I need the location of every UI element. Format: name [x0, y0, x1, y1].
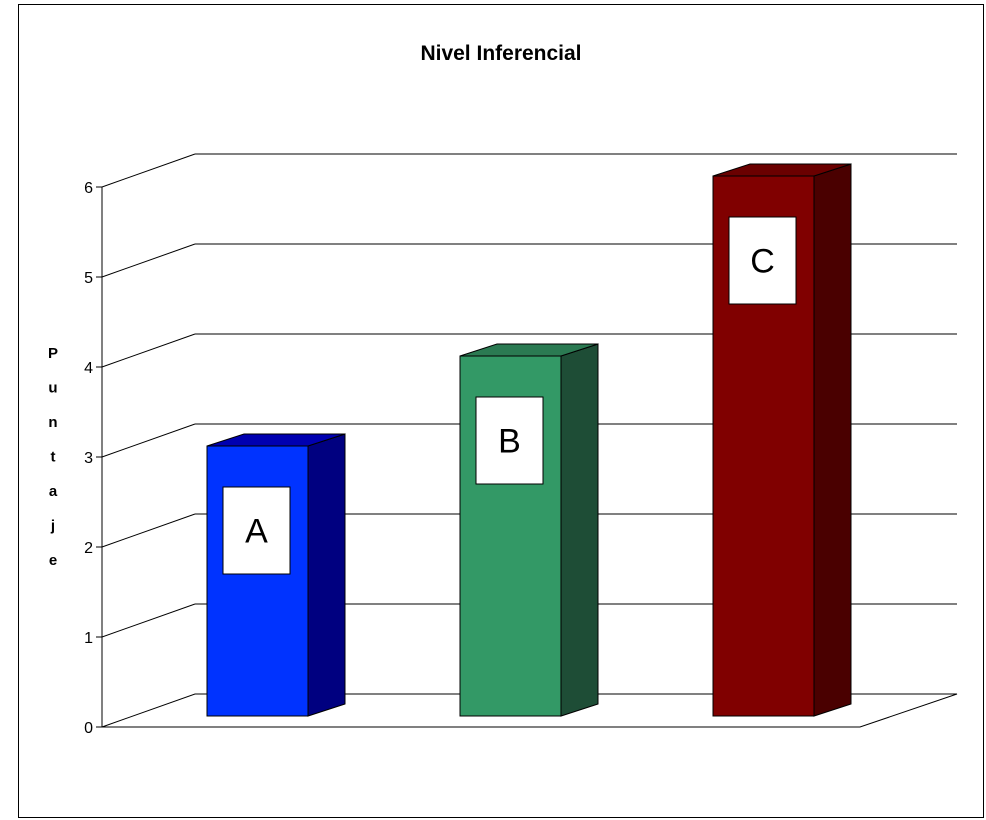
gridline-diagonal — [101, 333, 196, 368]
gridline-diagonal — [101, 513, 196, 548]
data-label-box — [475, 396, 544, 485]
y-tick-label: 1 — [84, 630, 93, 647]
y-axis-label-letter: a — [49, 483, 58, 500]
data-label-box — [222, 486, 291, 575]
y-axis-label-letter: P — [48, 345, 58, 362]
data-label: C — [750, 243, 775, 281]
bar-side — [560, 343, 599, 717]
y-axis-label-letter: t — [51, 449, 56, 466]
gridline-diagonal — [101, 153, 196, 188]
data-label: B — [498, 423, 521, 461]
y-tick-label: 6 — [84, 180, 93, 197]
bar-side — [813, 163, 852, 717]
bar-B: B — [459, 343, 599, 717]
chart-frame — [18, 4, 984, 818]
gridline-diagonal — [101, 423, 196, 458]
bars: A B C — [206, 163, 852, 717]
chart-title: Nivel Inferencial — [420, 42, 581, 65]
gridline-diagonal — [101, 243, 196, 278]
gridline-diagonal — [101, 603, 196, 638]
y-tick-label: 3 — [84, 450, 93, 467]
y-axis: 0 1 2 3 4 5 6 — [84, 180, 103, 737]
y-tick-label: 4 — [84, 360, 93, 377]
y-axis-label-letter: u — [48, 380, 57, 397]
data-label: A — [245, 513, 268, 551]
y-axis-label-letter: j — [50, 518, 55, 535]
y-axis-label: Pun ta je — [48, 345, 58, 569]
bar-side — [307, 433, 346, 717]
data-label-box — [728, 216, 797, 305]
bar-A: A — [206, 433, 346, 717]
floor-outline — [101, 693, 958, 728]
y-tick-label: 2 — [84, 540, 93, 557]
bar-C: C — [712, 163, 852, 717]
y-axis-label-letter: e — [49, 552, 57, 569]
y-axis-label-letter: n — [48, 414, 57, 431]
y-tick-label: 0 — [84, 720, 93, 737]
y-tick-label: 5 — [84, 270, 93, 287]
